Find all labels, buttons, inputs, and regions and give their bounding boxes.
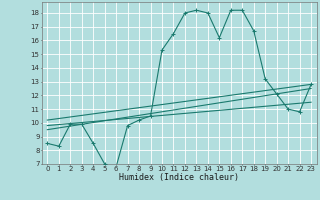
X-axis label: Humidex (Indice chaleur): Humidex (Indice chaleur) (119, 173, 239, 182)
